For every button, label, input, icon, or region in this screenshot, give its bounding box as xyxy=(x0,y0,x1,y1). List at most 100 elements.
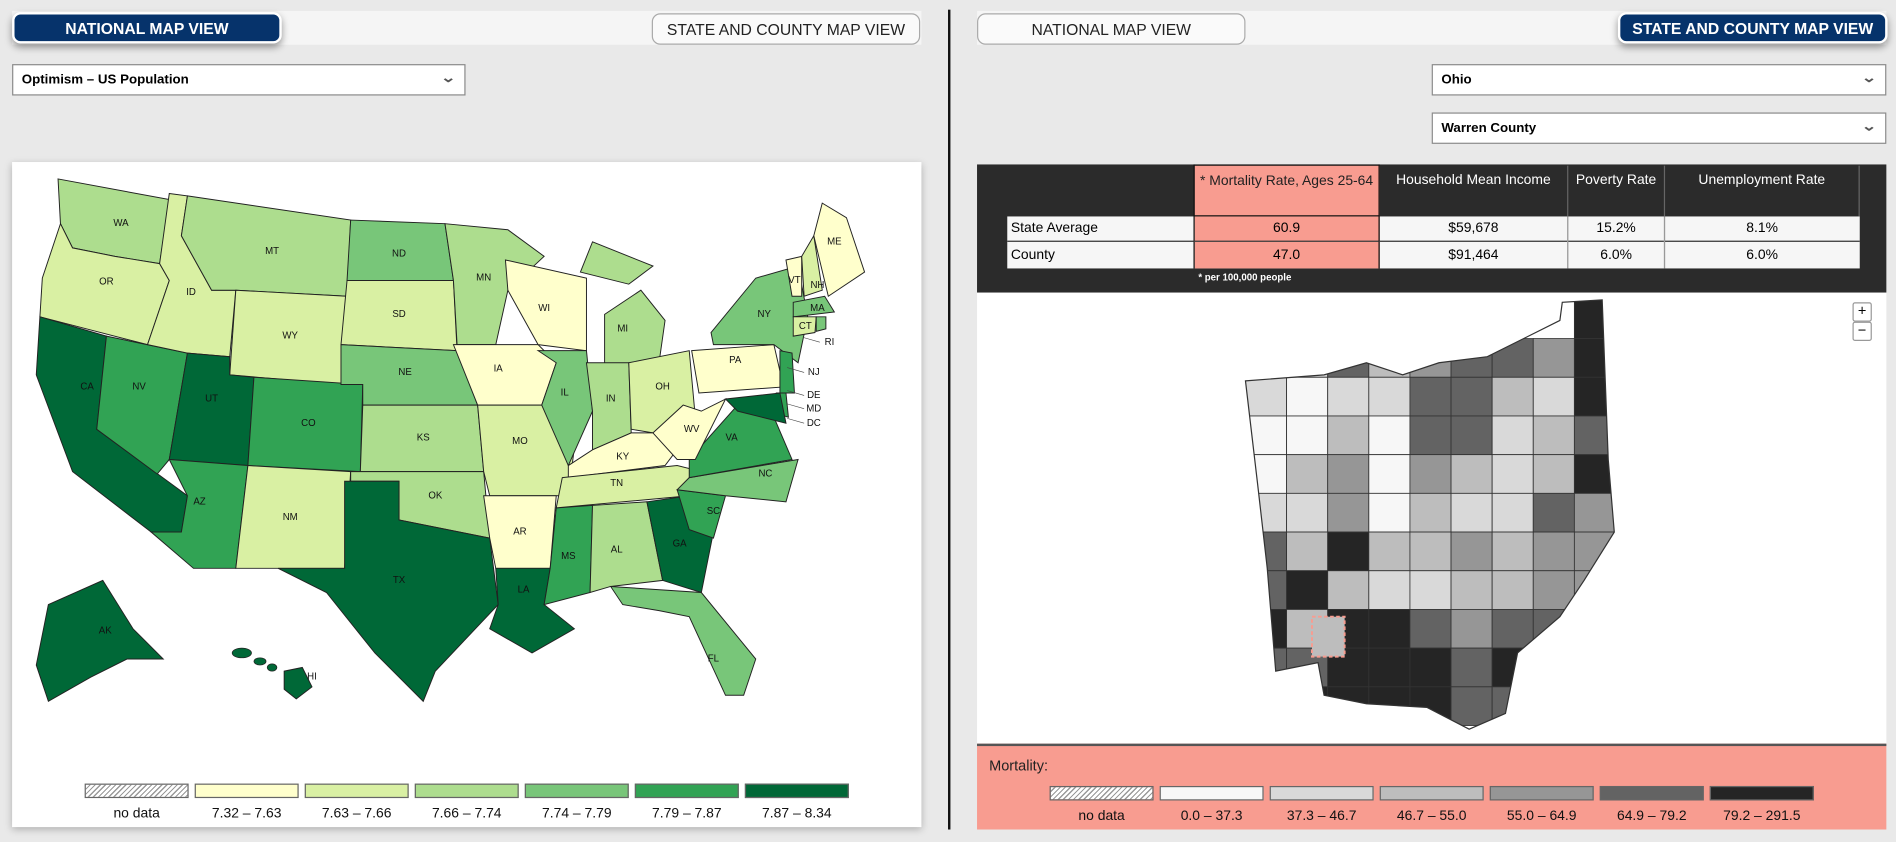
county[interactable] xyxy=(1327,531,1370,572)
state-fl[interactable] xyxy=(609,585,757,696)
state-hi-island[interactable] xyxy=(266,663,278,672)
county[interactable] xyxy=(1532,376,1575,417)
county[interactable] xyxy=(1368,647,1411,688)
state-vt[interactable] xyxy=(785,255,803,297)
county[interactable] xyxy=(1368,338,1411,378)
county[interactable] xyxy=(1532,570,1575,610)
county[interactable] xyxy=(1286,686,1329,726)
county[interactable] xyxy=(1368,376,1411,417)
state-me[interactable] xyxy=(813,202,866,298)
state-ms[interactable] xyxy=(543,504,594,606)
county[interactable] xyxy=(1532,454,1575,494)
state-va[interactable] xyxy=(688,404,793,479)
county[interactable] xyxy=(1286,570,1329,610)
county[interactable] xyxy=(1573,492,1615,533)
county[interactable] xyxy=(1409,415,1452,456)
zoom-out-button[interactable]: − xyxy=(1852,321,1872,341)
state-ma[interactable] xyxy=(792,295,836,318)
county[interactable] xyxy=(1573,338,1615,378)
county[interactable] xyxy=(1450,609,1493,649)
county[interactable] xyxy=(1327,686,1370,726)
county[interactable] xyxy=(1450,531,1493,572)
county[interactable] xyxy=(1491,492,1534,533)
state-ny[interactable] xyxy=(710,265,809,364)
county[interactable] xyxy=(1245,376,1288,417)
county[interactable] xyxy=(1245,531,1288,572)
county[interactable] xyxy=(1409,338,1452,378)
county[interactable] xyxy=(1245,454,1288,494)
state-wi[interactable] xyxy=(504,259,587,352)
county[interactable] xyxy=(1368,609,1411,649)
national-map-view-tab-right[interactable]: NATIONAL MAP VIEW xyxy=(977,13,1246,45)
state-ak[interactable] xyxy=(35,579,165,703)
county[interactable] xyxy=(1573,570,1615,610)
county[interactable] xyxy=(1368,570,1411,610)
county[interactable] xyxy=(1286,376,1329,417)
county[interactable] xyxy=(1532,531,1575,572)
measure-select[interactable]: Optimism – US Population ⌄ xyxy=(12,64,466,96)
county[interactable] xyxy=(1409,609,1452,649)
county[interactable] xyxy=(1327,415,1370,456)
county[interactable] xyxy=(1450,415,1493,456)
county[interactable] xyxy=(1245,609,1288,649)
state-mn[interactable] xyxy=(444,223,545,346)
county[interactable] xyxy=(1286,454,1329,494)
state-mi-upper[interactable] xyxy=(579,241,654,285)
county[interactable] xyxy=(1327,454,1370,494)
state-county-map-view-tab-right[interactable]: STATE AND COUNTY MAP VIEW xyxy=(1617,12,1888,44)
state-md[interactable] xyxy=(724,392,787,424)
county[interactable] xyxy=(1368,454,1411,494)
state-hi-island[interactable] xyxy=(253,657,267,666)
county[interactable] xyxy=(1450,376,1493,417)
county[interactable] xyxy=(1532,492,1575,533)
county[interactable] xyxy=(1491,454,1534,494)
county-select[interactable]: Warren County ⌄ xyxy=(1431,112,1887,144)
state-pa[interactable] xyxy=(691,344,785,394)
county[interactable] xyxy=(1573,299,1615,339)
county[interactable] xyxy=(1409,531,1452,572)
state-nj[interactable] xyxy=(779,350,795,394)
county[interactable] xyxy=(1327,376,1370,417)
state-ri[interactable] xyxy=(815,316,827,332)
county[interactable] xyxy=(1450,454,1493,494)
county[interactable] xyxy=(1368,531,1411,572)
county[interactable] xyxy=(1245,338,1288,378)
county[interactable] xyxy=(1409,454,1452,494)
county[interactable] xyxy=(1245,647,1288,688)
state-nh[interactable] xyxy=(801,234,823,297)
county[interactable] xyxy=(1450,647,1493,688)
state-county-map-view-tab[interactable]: STATE AND COUNTY MAP VIEW xyxy=(651,13,921,45)
state-ct[interactable] xyxy=(792,316,817,337)
county[interactable] xyxy=(1573,531,1615,572)
county[interactable] xyxy=(1573,376,1615,417)
county[interactable] xyxy=(1532,686,1575,726)
county[interactable] xyxy=(1491,570,1534,610)
county[interactable] xyxy=(1245,492,1288,533)
county[interactable] xyxy=(1491,686,1534,726)
county[interactable] xyxy=(1532,609,1575,649)
county[interactable] xyxy=(1286,338,1329,378)
county[interactable] xyxy=(1327,492,1370,533)
county[interactable] xyxy=(1286,531,1329,572)
state-hi-island[interactable] xyxy=(231,647,252,659)
county[interactable] xyxy=(1245,686,1288,726)
county[interactable] xyxy=(1450,492,1493,533)
county[interactable] xyxy=(1368,415,1411,456)
state-select[interactable]: Ohio ⌄ xyxy=(1431,64,1887,96)
state-nc[interactable] xyxy=(676,458,799,503)
county[interactable] xyxy=(1491,376,1534,417)
county[interactable] xyxy=(1368,492,1411,533)
county[interactable] xyxy=(1573,647,1615,688)
county[interactable] xyxy=(1245,570,1288,610)
county[interactable] xyxy=(1573,686,1615,726)
county[interactable] xyxy=(1573,415,1615,456)
county[interactable] xyxy=(1491,647,1534,688)
county[interactable] xyxy=(1286,415,1329,456)
state-tx[interactable] xyxy=(277,480,499,703)
state-hi[interactable] xyxy=(283,666,313,700)
county[interactable] xyxy=(1491,609,1534,649)
county[interactable] xyxy=(1409,376,1452,417)
county[interactable] xyxy=(1286,492,1329,533)
county[interactable] xyxy=(1409,647,1452,688)
county[interactable] xyxy=(1573,609,1615,649)
